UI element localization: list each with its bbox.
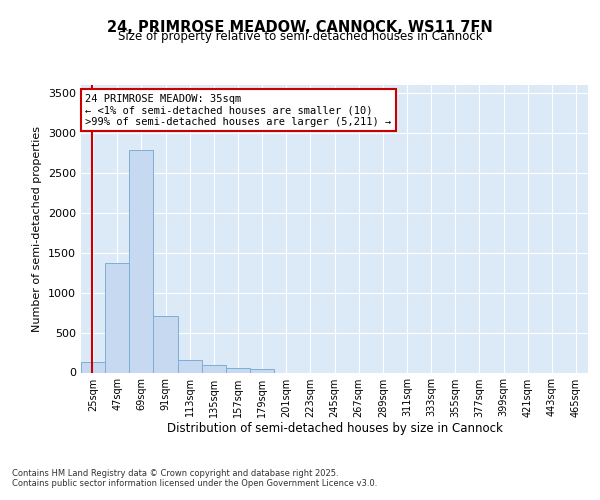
Bar — [81, 362, 105, 372]
Text: Contains public sector information licensed under the Open Government Licence v3: Contains public sector information licen… — [12, 479, 377, 488]
Text: 24, PRIMROSE MEADOW, CANNOCK, WS11 7FN: 24, PRIMROSE MEADOW, CANNOCK, WS11 7FN — [107, 20, 493, 35]
Bar — [129, 150, 154, 372]
X-axis label: Distribution of semi-detached houses by size in Cannock: Distribution of semi-detached houses by … — [167, 422, 502, 436]
Bar — [105, 263, 129, 372]
Bar — [202, 364, 226, 372]
Bar — [178, 360, 202, 372]
Text: 24 PRIMROSE MEADOW: 35sqm
← <1% of semi-detached houses are smaller (10)
>99% of: 24 PRIMROSE MEADOW: 35sqm ← <1% of semi-… — [85, 94, 391, 127]
Text: Contains HM Land Registry data © Crown copyright and database right 2025.: Contains HM Land Registry data © Crown c… — [12, 469, 338, 478]
Bar — [154, 316, 178, 372]
Y-axis label: Number of semi-detached properties: Number of semi-detached properties — [32, 126, 43, 332]
Text: Size of property relative to semi-detached houses in Cannock: Size of property relative to semi-detach… — [118, 30, 482, 43]
Bar — [250, 369, 274, 372]
Bar — [226, 368, 250, 372]
